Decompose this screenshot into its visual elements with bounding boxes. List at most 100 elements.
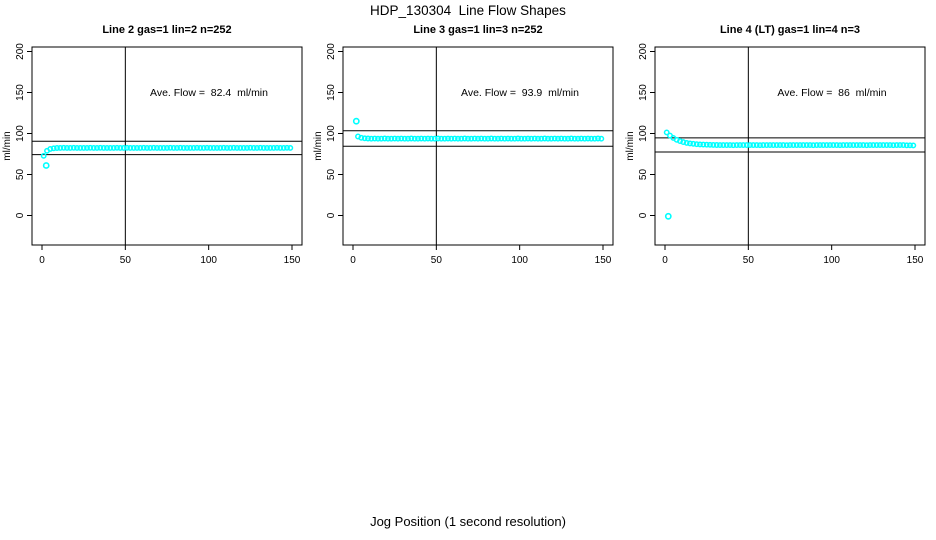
data-point [713, 142, 720, 148]
data-point [508, 135, 515, 142]
data-point [385, 135, 391, 142]
data-point [700, 141, 707, 148]
data-point [167, 144, 174, 151]
data-point [720, 142, 727, 149]
data-point [511, 135, 518, 142]
panel-1: 0 50 100 150 0 50 100 150 200 ml/min [2, 43, 303, 266]
data-point [110, 144, 117, 151]
data-point [887, 142, 893, 149]
data-point [405, 135, 411, 142]
data-point [575, 135, 581, 142]
data-point [817, 142, 823, 149]
outlier-point [42, 162, 50, 169]
data-point [538, 135, 545, 142]
y-tick-label: 200 [638, 43, 649, 60]
data-point [398, 135, 405, 142]
data-point [431, 135, 438, 142]
data-point [763, 142, 770, 149]
data-point [244, 144, 250, 151]
data-point [847, 142, 853, 149]
data-point [478, 135, 485, 142]
data-point [421, 135, 428, 142]
data-point [790, 142, 797, 149]
data-point [237, 144, 244, 151]
x-tick-label: 100 [200, 255, 217, 266]
data-point [475, 135, 481, 142]
data-point [408, 135, 415, 142]
data-point [375, 135, 381, 142]
data-point [428, 135, 435, 142]
data-point [194, 144, 200, 151]
data-point [207, 144, 214, 151]
data-point [388, 135, 395, 142]
data-point [693, 141, 700, 148]
data-point [873, 142, 880, 149]
data-point [568, 135, 575, 142]
data-point [140, 144, 147, 151]
data-point [461, 135, 468, 142]
data-point [80, 144, 87, 151]
data-point [124, 144, 130, 151]
data-point [823, 142, 830, 149]
data-point [150, 144, 157, 151]
shared-x-axis-label: Jog Position (1 second resolution) [370, 514, 566, 529]
data-point [381, 135, 388, 142]
data-point [515, 135, 521, 142]
y-tick-label: 50 [326, 169, 337, 181]
data-point [907, 142, 913, 149]
data-point [857, 142, 863, 149]
y-tick-label: 0 [326, 212, 337, 218]
data-point [810, 142, 817, 149]
data-point [840, 142, 847, 149]
data-point [505, 135, 511, 142]
panel-2: 0 50 100 150 0 50 100 150 200 ml/min [313, 43, 614, 266]
x-tick-label: 0 [662, 255, 668, 266]
data-point [415, 135, 421, 142]
data-point [441, 135, 448, 142]
data-point [418, 135, 425, 142]
data-point [60, 144, 67, 151]
panel1-title: Line 2 gas=1 lin=2 n=252 [102, 24, 232, 36]
data-point [867, 142, 873, 149]
data-point [371, 135, 378, 142]
data-point [498, 135, 505, 142]
data-point [391, 135, 398, 142]
data-point [777, 142, 783, 149]
data-point [217, 144, 224, 151]
data-point [528, 135, 535, 142]
data-point [710, 141, 717, 148]
data-point [717, 142, 723, 149]
data-point [425, 135, 431, 142]
data-point [120, 144, 127, 151]
data-point [358, 134, 365, 141]
data-point [284, 144, 290, 151]
data-point [598, 135, 605, 142]
data-point [180, 144, 187, 151]
data-point [890, 142, 897, 149]
data-point [585, 135, 591, 142]
panel3-title: Line 4 (LT) gas=1 lin=4 n=3 [719, 24, 861, 36]
data-point [730, 142, 737, 149]
data-point [280, 144, 287, 151]
x-tick-label: 150 [595, 255, 612, 266]
data-point [770, 142, 777, 149]
data-point [187, 144, 194, 151]
data-point [727, 142, 733, 149]
data-point [740, 142, 747, 149]
data-point [395, 135, 401, 142]
data-point [535, 135, 541, 142]
data-point [747, 142, 753, 149]
x-tick-label: 0 [39, 255, 45, 266]
data-point [813, 142, 820, 149]
data-point [200, 144, 207, 151]
y-tick-label: 100 [15, 125, 26, 142]
data-point [863, 142, 870, 149]
x-tick-label: 0 [350, 255, 356, 266]
panel3-ave-flow-annotation: Ave. Flow = 86 ml/min [777, 87, 887, 99]
outlier-point [664, 212, 672, 220]
x-tick-label: 50 [120, 255, 132, 266]
data-point [368, 135, 375, 142]
data-point [750, 142, 757, 149]
panel-3: 0 50 100 150 0 50 100 150 200 ml/min [625, 43, 926, 266]
data-point [733, 142, 740, 149]
